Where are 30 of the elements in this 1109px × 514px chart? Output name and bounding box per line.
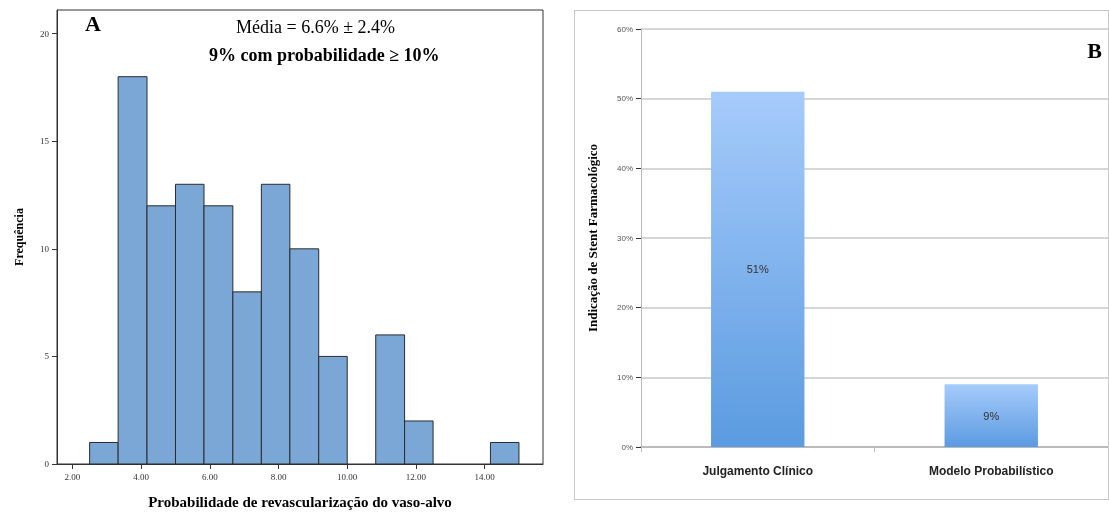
y-axis-title: Indicação de Stent Farmacológico: [585, 143, 600, 333]
x-tick-label: 12.00: [405, 471, 427, 482]
y-tick-label: 50%: [616, 94, 633, 104]
y-tick-label: 5: [44, 351, 50, 362]
y-tick-label: 0%: [621, 442, 633, 452]
annotation: B: [1087, 37, 1103, 63]
y-tick-label: 40%: [616, 163, 633, 173]
y-tick-label: 15: [40, 136, 50, 147]
annotation: 9% com probabilidade ≥ 10%: [209, 45, 440, 65]
y-tick-label: 20%: [616, 303, 633, 313]
x-tick-label: 14.00: [474, 471, 496, 482]
x-axis-title: Probabilidade de revascularização do vaso-alvo: [148, 493, 452, 510]
y-tick-label: 20: [40, 28, 50, 39]
y-tick-label: 10: [40, 243, 50, 254]
data-label: 9%: [983, 409, 1000, 422]
y-tick-label: 0: [44, 459, 50, 469]
x-tick-label: 6.00: [201, 471, 219, 482]
x-tick-label: Modelo Probabilístico: [928, 464, 1054, 478]
x-tick-label: 2.00: [64, 471, 81, 482]
annotation: A: [85, 10, 101, 36]
data-label: 51%: [746, 263, 769, 276]
y-tick-label: 30%: [616, 233, 633, 243]
y-tick-label: 60%: [616, 24, 633, 34]
x-tick-label: Julgamento Clínico: [702, 464, 814, 478]
x-tick-label: 8.00: [270, 471, 287, 482]
x-tick-label: 4.00: [133, 471, 150, 482]
y-axis-title: Frequência: [12, 208, 26, 266]
y-tick-label: 10%: [616, 372, 633, 382]
annotation: Média = 6.6% ± 2.4%: [236, 17, 396, 37]
x-tick-label: 10.00: [337, 471, 358, 482]
